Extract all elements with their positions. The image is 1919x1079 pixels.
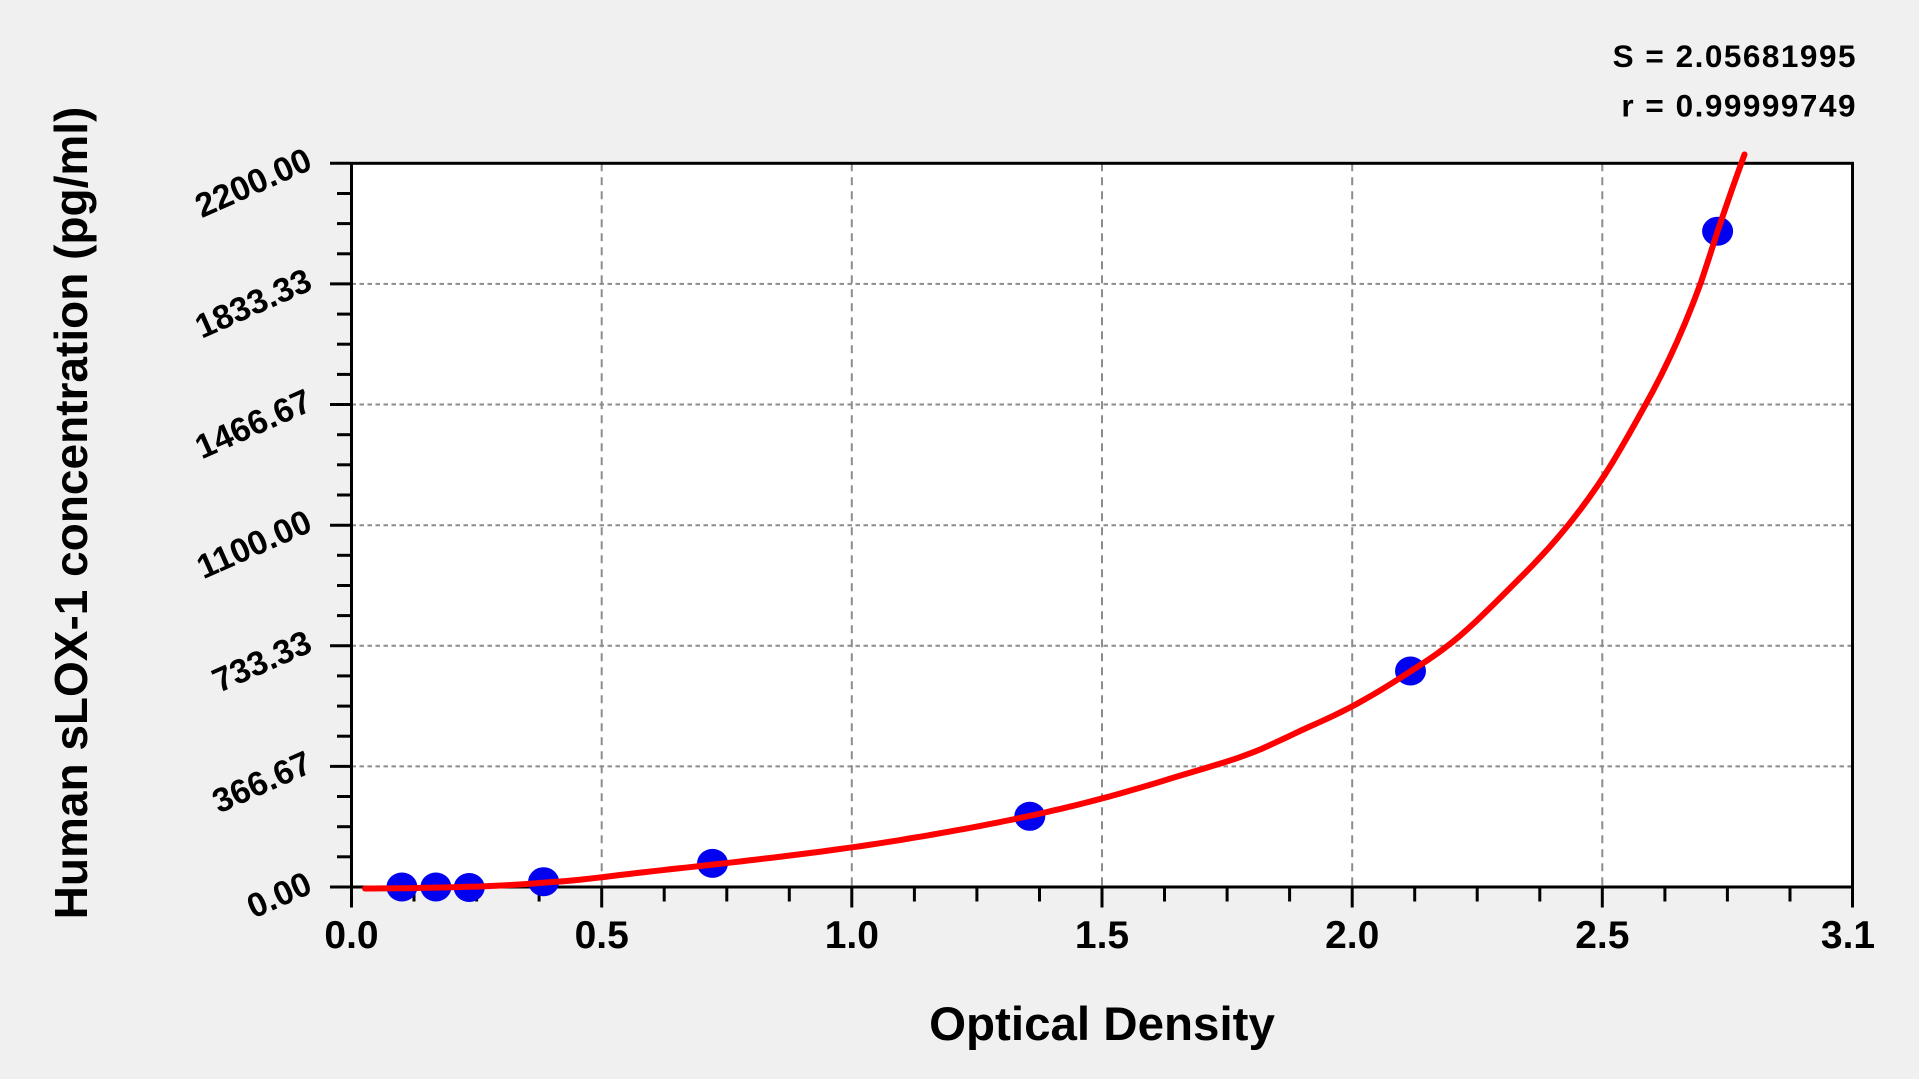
svg-text:1.5: 1.5 [1075, 914, 1129, 957]
svg-text:r = 0.99999749: r = 0.99999749 [1621, 88, 1857, 124]
svg-text:S = 2.05681995: S = 2.05681995 [1613, 38, 1857, 74]
svg-text:3.1: 3.1 [1821, 914, 1875, 957]
svg-text:1.0: 1.0 [825, 914, 879, 957]
svg-text:0.0: 0.0 [324, 914, 378, 957]
svg-text:2.5: 2.5 [1575, 914, 1629, 957]
svg-text:Optical Density: Optical Density [929, 998, 1275, 1051]
svg-text:0.5: 0.5 [575, 914, 629, 957]
svg-text:2.0: 2.0 [1325, 914, 1379, 957]
svg-text:Human sLOX-1 concentration (pg: Human sLOX-1 concentration (pg/ml) [45, 107, 97, 920]
